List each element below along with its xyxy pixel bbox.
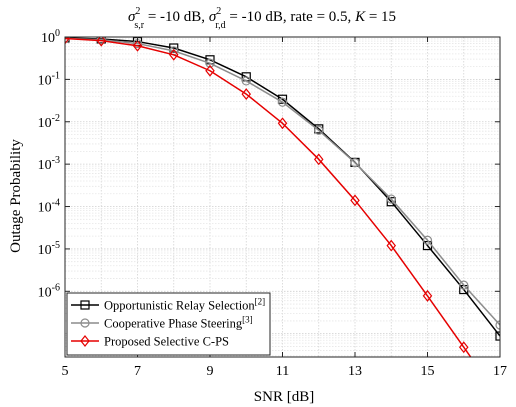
title-symbol: σ [209, 9, 217, 25]
data-point [96, 37, 107, 47]
data-point [422, 235, 433, 245]
x-axis-label: SNR [dB] [254, 389, 314, 405]
legend-reference: [2] [255, 297, 266, 307]
y-tick-exponent: -4 [52, 198, 60, 209]
legend-item: Cooperative Phase Steering[3] [71, 315, 253, 331]
x-tick-label: 15 [421, 364, 435, 379]
legend-item: Opportunistic Relay Selection[2] [71, 297, 265, 313]
y-tick-base: 10 [38, 73, 52, 88]
legend-label: Proposed Selective C-PS [104, 335, 229, 349]
data-point [386, 197, 396, 207]
x-tick-label: 9 [207, 364, 214, 379]
y-tick-label: 100 [41, 28, 60, 46]
legend-label: Opportunistic Relay Selection[2] [104, 297, 265, 313]
data-point [169, 43, 179, 53]
title-subscript: s,r [134, 20, 144, 31]
legend-box [66, 292, 271, 356]
y-tick-label: 10-5 [38, 240, 60, 258]
data-point [205, 58, 215, 68]
title-text: = -10 dB, rate = 0.5, [226, 9, 355, 25]
data-point [277, 97, 288, 107]
legend-item: Proposed Selective C-PS [71, 335, 229, 349]
chart-title: σ2 s,r = -10 dB, σ2 r,d = -10 dB, rate = 0… [128, 6, 396, 31]
y-tick-label: 10-3 [38, 155, 60, 173]
y-tick-base: 10 [41, 31, 55, 46]
y-tick-exponent: -3 [52, 155, 60, 166]
y-axis-label: Outage Probability [8, 139, 24, 253]
title-text: = -10 dB, [144, 9, 209, 25]
data-point [205, 64, 215, 77]
y-tick-label: 10-2 [38, 113, 60, 131]
legend-reference: [3] [242, 315, 253, 325]
series-diamond [65, 37, 472, 357]
legend-marker [80, 318, 90, 328]
data-point [386, 194, 396, 204]
data-point [458, 341, 469, 354]
x-tick-label: 13 [348, 364, 362, 379]
y-tick-base: 10 [38, 116, 52, 131]
data-point [350, 158, 360, 168]
data-point [314, 125, 324, 135]
y-tick-exponent: -2 [52, 113, 60, 124]
y-tick-label: 10-1 [38, 70, 60, 88]
data-point [168, 48, 179, 61]
legend-label-text: Opportunistic Relay Selection [104, 299, 255, 313]
y-tick-base: 10 [38, 285, 52, 300]
data-point [350, 194, 360, 207]
legend-marker [80, 300, 90, 310]
series-layer [65, 37, 500, 357]
y-tick-exponent: -1 [52, 70, 60, 81]
legend-label: Cooperative Phase Steering[3] [104, 315, 253, 331]
legend-marker [80, 335, 90, 347]
y-tick-exponent: -5 [52, 240, 60, 251]
y-tick-exponent: -6 [52, 282, 60, 293]
data-point [459, 280, 469, 290]
title-text: = 15 [365, 9, 396, 25]
title-symbol: σ [128, 9, 136, 25]
data-point [241, 88, 252, 101]
y-tick-label: 10-6 [38, 282, 60, 300]
y-tick-base: 10 [38, 201, 52, 216]
x-tick-label: 7 [134, 364, 141, 379]
data-point [386, 239, 397, 252]
data-point [241, 76, 251, 86]
legend-label-text: Cooperative Phase Steering [104, 317, 243, 331]
series-line [65, 37, 472, 357]
y-tick-label: 10-4 [38, 198, 60, 216]
title-superscript: 2 [216, 6, 221, 17]
y-tick-base: 10 [38, 243, 52, 258]
data-point [313, 153, 324, 166]
data-point [132, 39, 143, 52]
y-tick-exponent: 0 [55, 28, 60, 39]
legend: Opportunistic Relay Selection[2]Cooperat… [66, 292, 271, 356]
data-point [495, 331, 500, 341]
x-tick-label: 17 [493, 364, 507, 379]
data-point [277, 117, 288, 130]
legend-label-text: Proposed Selective C-PS [104, 335, 229, 349]
data-point [422, 289, 433, 302]
series-line [65, 37, 500, 326]
title-superscript: 2 [135, 6, 140, 17]
title-k: K [354, 9, 366, 25]
data-point [495, 320, 500, 330]
x-tick-label: 5 [62, 364, 69, 379]
y-tick-base: 10 [38, 158, 52, 173]
title-subscript: r,d [215, 20, 225, 31]
x-tick-label: 11 [276, 364, 289, 379]
